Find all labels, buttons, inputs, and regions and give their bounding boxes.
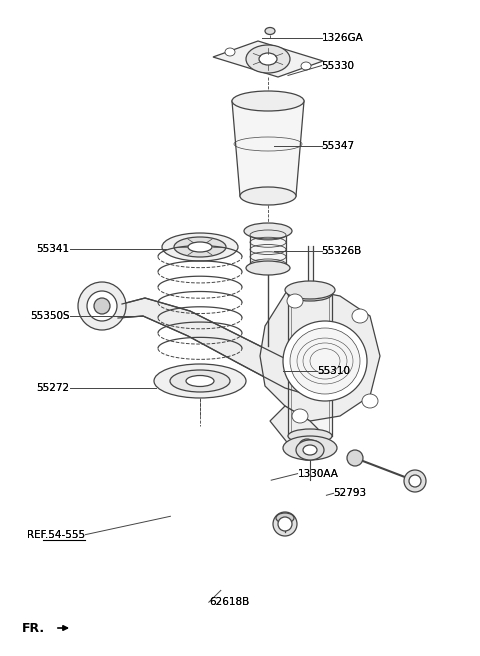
- Text: 55341: 55341: [36, 244, 70, 255]
- Ellipse shape: [259, 53, 277, 65]
- Text: 55350S: 55350S: [30, 311, 70, 321]
- Text: 55310: 55310: [317, 365, 350, 376]
- Text: FR.: FR.: [22, 621, 45, 634]
- Ellipse shape: [276, 513, 294, 523]
- Ellipse shape: [352, 309, 368, 323]
- Polygon shape: [308, 246, 312, 291]
- Text: 1330AA: 1330AA: [298, 468, 338, 479]
- Ellipse shape: [298, 440, 322, 456]
- Ellipse shape: [87, 291, 117, 321]
- Ellipse shape: [301, 62, 311, 70]
- Text: REF.54-555: REF.54-555: [27, 529, 85, 540]
- Ellipse shape: [265, 28, 275, 35]
- Text: 55330: 55330: [322, 60, 355, 71]
- Polygon shape: [232, 101, 304, 196]
- Ellipse shape: [404, 470, 426, 492]
- Ellipse shape: [288, 429, 332, 443]
- Ellipse shape: [244, 223, 292, 239]
- Text: 55272: 55272: [36, 383, 70, 394]
- Text: 62618B: 62618B: [209, 597, 249, 607]
- Ellipse shape: [347, 450, 363, 466]
- Ellipse shape: [292, 432, 322, 460]
- Text: 62618B: 62618B: [209, 597, 249, 607]
- Ellipse shape: [288, 287, 332, 301]
- Polygon shape: [250, 231, 286, 268]
- Polygon shape: [260, 286, 380, 421]
- Ellipse shape: [273, 512, 297, 536]
- Polygon shape: [288, 294, 332, 436]
- Text: 1330AA: 1330AA: [298, 468, 338, 479]
- Text: 55330: 55330: [322, 60, 355, 71]
- Ellipse shape: [232, 91, 304, 111]
- Ellipse shape: [225, 48, 235, 56]
- Ellipse shape: [188, 242, 212, 252]
- Text: 52793: 52793: [334, 488, 367, 499]
- Ellipse shape: [170, 370, 230, 392]
- Ellipse shape: [283, 321, 367, 401]
- Text: 55326B: 55326B: [322, 245, 362, 256]
- Ellipse shape: [287, 294, 303, 308]
- Text: 55326B: 55326B: [322, 245, 362, 256]
- Ellipse shape: [285, 281, 335, 299]
- Text: 1326GA: 1326GA: [322, 33, 363, 43]
- Text: 55272: 55272: [36, 383, 70, 394]
- Text: 52793: 52793: [334, 488, 367, 499]
- Polygon shape: [213, 41, 323, 77]
- Ellipse shape: [174, 237, 226, 257]
- Ellipse shape: [186, 375, 214, 386]
- Ellipse shape: [299, 439, 315, 453]
- Ellipse shape: [290, 328, 360, 394]
- Ellipse shape: [296, 440, 324, 460]
- Polygon shape: [270, 406, 330, 456]
- Text: 55347: 55347: [322, 140, 355, 151]
- Ellipse shape: [362, 394, 378, 408]
- Text: 55347: 55347: [322, 140, 355, 151]
- Text: 55341: 55341: [36, 244, 70, 255]
- Ellipse shape: [292, 409, 308, 423]
- Ellipse shape: [278, 517, 292, 531]
- Ellipse shape: [162, 233, 238, 261]
- Ellipse shape: [246, 261, 290, 275]
- Ellipse shape: [409, 475, 421, 487]
- Polygon shape: [118, 298, 320, 398]
- Ellipse shape: [154, 364, 246, 398]
- Ellipse shape: [246, 45, 290, 73]
- Ellipse shape: [94, 298, 110, 314]
- Text: 1326GA: 1326GA: [322, 33, 363, 43]
- Text: 55310: 55310: [317, 365, 350, 376]
- Ellipse shape: [283, 436, 337, 460]
- Ellipse shape: [240, 187, 296, 205]
- Ellipse shape: [78, 282, 126, 330]
- Text: REF.54-555: REF.54-555: [27, 529, 85, 540]
- Ellipse shape: [303, 445, 317, 455]
- Text: 55350S: 55350S: [30, 311, 70, 321]
